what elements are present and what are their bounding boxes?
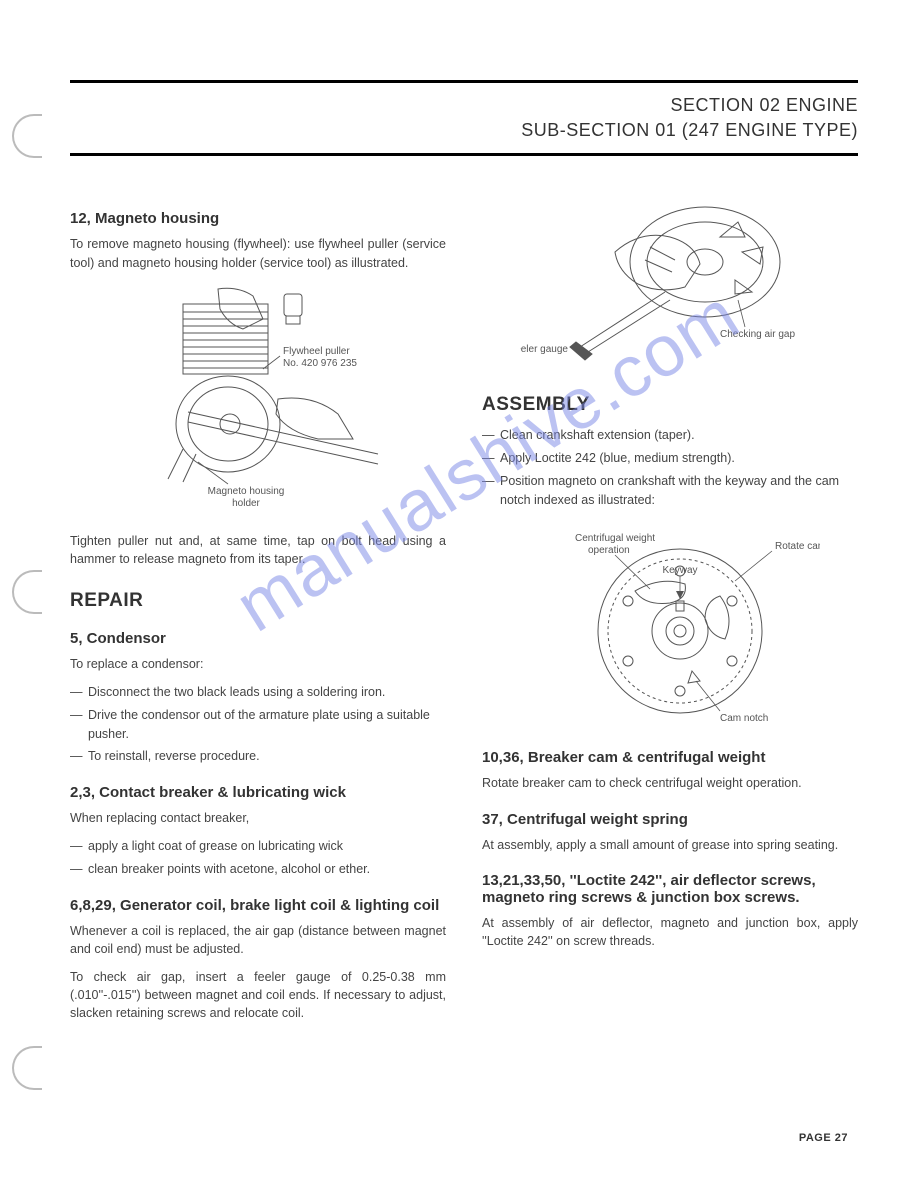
paragraph: To remove magneto housing (flywheel): us… bbox=[70, 235, 446, 271]
heading-repair: REPAIR bbox=[70, 590, 446, 612]
list-item: To reinstall, reverse procedure. bbox=[70, 747, 446, 766]
paragraph: When replacing contact breaker, bbox=[70, 809, 446, 827]
page-content: SECTION 02 ENGINE SUB-SECTION 01 (247 EN… bbox=[0, 0, 918, 1072]
heading-loctite-screws: 13,21,33,50, ''Loctite 242'', air deflec… bbox=[482, 872, 858, 906]
list-item: Position magneto on crankshaft with the … bbox=[482, 472, 858, 510]
heading-weight-spring: 37, Centrifugal weight spring bbox=[482, 811, 858, 828]
heading-contact-breaker: 2,3, Contact breaker & lubricating wick bbox=[70, 784, 446, 801]
header-rule-bottom bbox=[70, 153, 858, 156]
fig-label: No. 420 976 235 bbox=[283, 358, 357, 369]
fig-label: operation bbox=[588, 545, 630, 556]
right-column: Checking air gap Feeler gauge ASSEMBLY C… bbox=[482, 192, 858, 1032]
left-column: 12, Magneto housing To remove magneto ho… bbox=[70, 192, 446, 1032]
heading-condensor: 5, Condensor bbox=[70, 630, 446, 647]
fig-label: Cam notch bbox=[720, 713, 768, 724]
paragraph: Rotate breaker cam to check centrifugal … bbox=[482, 774, 858, 792]
fig-label: Magneto housing bbox=[208, 486, 285, 497]
page-number: PAGE 27 bbox=[799, 1132, 848, 1144]
list-item: Disconnect the two black leads using a s… bbox=[70, 683, 446, 702]
bullet-list-condensor: Disconnect the two black leads using a s… bbox=[70, 683, 446, 766]
heading-magneto-housing: 12, Magneto housing bbox=[70, 210, 446, 227]
figure-magneto-index: Centrifugal weight operation Keyway Rota… bbox=[482, 521, 858, 731]
paragraph: At assembly, apply a small amount of gre… bbox=[482, 836, 858, 854]
list-item: Apply Loctite 242 (blue, medium strength… bbox=[482, 449, 858, 468]
bullet-list-assembly: Clean crankshaft extension (taper). Appl… bbox=[482, 426, 858, 509]
figure-air-gap: Checking air gap Feeler gauge bbox=[482, 192, 858, 372]
header-section: SECTION 02 ENGINE bbox=[70, 93, 858, 118]
binding-hole-mark bbox=[12, 1046, 42, 1090]
paragraph: To check air gap, insert a feeler gauge … bbox=[70, 968, 446, 1022]
heading-generator-coil: 6,8,29, Generator coil, brake light coil… bbox=[70, 897, 446, 914]
list-item: apply a light coat of grease on lubricat… bbox=[70, 837, 446, 856]
list-item: clean breaker points with acetone, alcoh… bbox=[70, 860, 446, 879]
header-subsection: SUB-SECTION 01 (247 ENGINE TYPE) bbox=[70, 118, 858, 143]
heading-breaker-cam: 10,36, Breaker cam & centrifugal weight bbox=[482, 749, 858, 766]
paragraph: To replace a condensor: bbox=[70, 655, 446, 673]
paragraph: Whenever a coil is replaced, the air gap… bbox=[70, 922, 446, 958]
fig-label: Centrifugal weight bbox=[575, 533, 655, 544]
fig-label: Keyway bbox=[662, 565, 697, 576]
fig-label: Checking air gap bbox=[720, 329, 795, 340]
heading-assembly: ASSEMBLY bbox=[482, 394, 858, 416]
paragraph: At assembly of air deflector, magneto an… bbox=[482, 914, 858, 950]
page-header: SECTION 02 ENGINE SUB-SECTION 01 (247 EN… bbox=[70, 83, 858, 153]
list-item: Clean crankshaft extension (taper). bbox=[482, 426, 858, 445]
list-item: Drive the condensor out of the armature … bbox=[70, 706, 446, 744]
fig-label: holder bbox=[232, 498, 260, 509]
two-column-layout: 12, Magneto housing To remove magneto ho… bbox=[70, 192, 858, 1032]
fig-label: Flywheel puller bbox=[283, 346, 350, 357]
fig-label: Feeler gauge bbox=[520, 344, 568, 355]
bullet-list-breaker: apply a light coat of grease on lubricat… bbox=[70, 837, 446, 879]
paragraph: Tighten puller nut and, at same time, ta… bbox=[70, 532, 446, 568]
figure-flywheel-puller: Flywheel puller No. 420 976 235 Magneto … bbox=[70, 284, 446, 514]
fig-label: Rotate cam bbox=[775, 541, 820, 552]
